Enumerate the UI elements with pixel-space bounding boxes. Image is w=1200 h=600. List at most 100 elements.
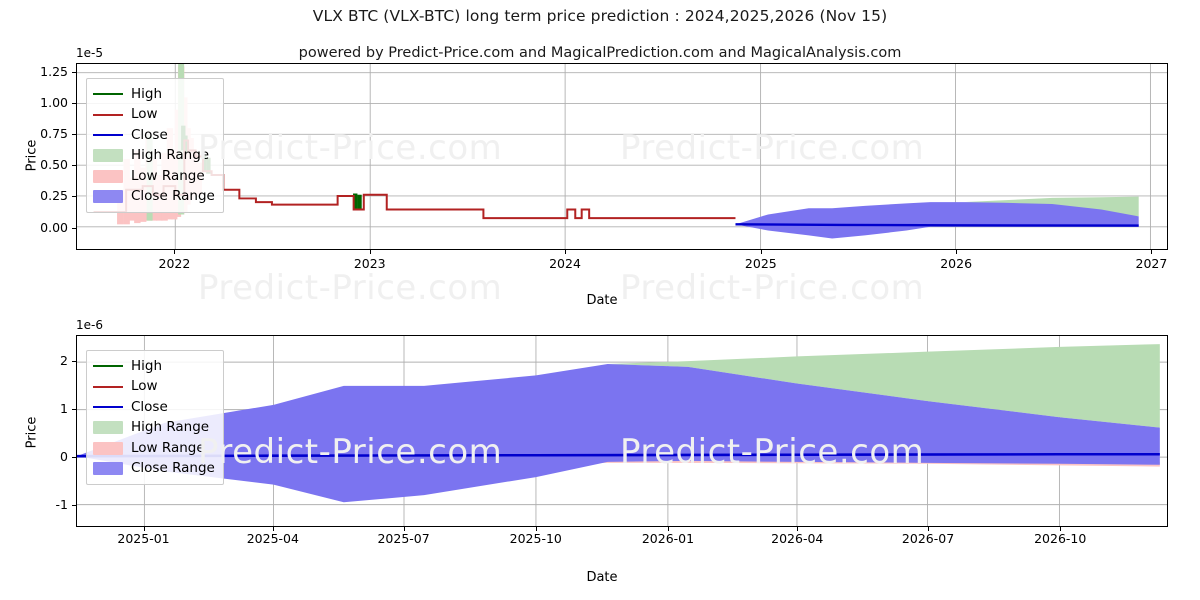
- legend-item-label: Close Range: [131, 188, 215, 204]
- y-tick-label: 0: [60, 449, 68, 465]
- x-tick-label: 2026-04: [771, 531, 824, 546]
- legend-item-high[interactable]: High: [93, 84, 215, 105]
- y-tick-mark: [72, 409, 76, 411]
- y-tick-mark: [72, 361, 76, 363]
- y-tick-mark: [72, 505, 76, 507]
- legend-line-swatch-icon: [93, 400, 123, 414]
- x-tick-label: 2025: [744, 256, 777, 271]
- legend-item-high-range[interactable]: High Range: [93, 418, 215, 439]
- legend-item-label: Low Range: [131, 439, 205, 456]
- legend-item-label: High Range: [131, 147, 210, 163]
- legend-item-label: Close: [131, 126, 168, 143]
- bottom-chart-legend[interactable]: High Low Close High Range Low Range Close Ran…: [86, 350, 224, 485]
- x-tick-label: 2025-07: [377, 531, 430, 546]
- legend-item-label: Close: [131, 398, 168, 415]
- legend-patch-swatch-icon: [93, 169, 123, 183]
- legend-item-close-range[interactable]: Close Range: [93, 459, 215, 480]
- x-tick-label: 2023: [353, 256, 386, 271]
- x-tick-label: 2026-07: [901, 531, 955, 546]
- y-tick-label: 0.00: [40, 219, 68, 235]
- y-tick-label: 0.50: [40, 157, 68, 173]
- legend-item-close[interactable]: Close: [93, 125, 215, 146]
- x-tick-mark: [143, 527, 145, 531]
- x-tick-mark: [535, 527, 537, 531]
- watermark-text: Predict-Price.com: [620, 268, 925, 308]
- x-tick-label: 2026: [940, 256, 973, 271]
- legend-patch-swatch-icon: [93, 190, 123, 204]
- legend-item-high-range[interactable]: High Range: [93, 146, 215, 167]
- legend-patch-swatch-icon: [93, 149, 123, 163]
- x-tick-mark: [272, 527, 274, 531]
- top-chart-panel: [76, 63, 1168, 250]
- legend-item-label: Low Range: [131, 167, 205, 184]
- legend-line-swatch-icon: [93, 87, 123, 101]
- legend-line-swatch-icon: [93, 108, 123, 122]
- legend-item-label: High: [131, 85, 163, 102]
- bottom-chart-panel: [76, 335, 1168, 527]
- y-tick-label: 1: [60, 401, 68, 417]
- bottom-plot-area: [76, 335, 1168, 527]
- legend-item-high[interactable]: High: [93, 356, 215, 377]
- x-tick-label: 2026-10: [1034, 531, 1087, 546]
- legend-patch-swatch-icon: [93, 421, 123, 435]
- bottom-x-axis-label: Date: [586, 570, 618, 585]
- y-tick-label: 1.25: [40, 63, 68, 79]
- legend-item-low-range[interactable]: Low Range: [93, 438, 215, 459]
- y-tick-mark: [72, 457, 76, 459]
- x-tick-mark: [956, 250, 958, 254]
- top-chart-legend[interactable]: High Low Close High Range Low Range Close Ran…: [86, 78, 224, 213]
- legend-item-low[interactable]: Low: [93, 105, 215, 126]
- x-tick-label: 2026-01: [641, 531, 695, 546]
- x-tick-mark: [797, 527, 799, 531]
- top-y-exponent: 1e-5: [76, 46, 103, 60]
- legend-item-label: Low: [131, 106, 158, 122]
- x-tick-mark: [403, 527, 405, 531]
- bottom-chart-canvas: [77, 336, 1167, 526]
- y-tick-mark: [72, 196, 76, 198]
- x-tick-mark: [565, 250, 567, 254]
- y-tick-label: 1.00: [40, 94, 68, 110]
- y-tick-mark: [72, 227, 76, 229]
- top-plot-area: [76, 63, 1168, 250]
- legend-patch-swatch-icon: [93, 441, 123, 455]
- x-tick-mark: [174, 250, 176, 254]
- watermark-text: Predict-Price.com: [198, 268, 503, 308]
- legend-item-close-range[interactable]: Close Range: [93, 187, 215, 208]
- x-tick-label: 2024: [549, 256, 581, 271]
- y-tick-label: 2: [60, 353, 68, 369]
- legend-item-label: High: [131, 357, 163, 374]
- y-tick-mark: [72, 102, 76, 104]
- legend-item-low-range[interactable]: Low Range: [93, 166, 215, 187]
- legend-item-low[interactable]: Low: [93, 377, 215, 398]
- legend-line-swatch-icon: [93, 380, 123, 394]
- top-chart-canvas: [77, 64, 1167, 249]
- legend-line-swatch-icon: [93, 128, 123, 142]
- bottom-y-exponent: 1e-6: [76, 318, 103, 332]
- page-subtitle: powered by Predict-Price.com and Magical…: [298, 45, 902, 61]
- x-tick-label: 2027: [1135, 256, 1168, 271]
- legend-line-swatch-icon: [93, 359, 123, 373]
- legend-item-label: Close Range: [131, 460, 215, 476]
- legend-patch-swatch-icon: [93, 462, 123, 476]
- x-tick-mark: [760, 250, 762, 254]
- x-tick-mark: [1151, 250, 1153, 254]
- y-tick-mark: [72, 165, 76, 167]
- x-tick-mark: [369, 250, 371, 254]
- legend-item-label: Low: [131, 378, 158, 394]
- y-tick-label: -1: [55, 497, 68, 513]
- legend-item-close[interactable]: Close: [93, 397, 215, 418]
- x-tick-mark: [667, 527, 669, 531]
- page-title: VLX BTC (VLX-BTC) long term price predic…: [312, 7, 888, 25]
- top-x-axis-label: Date: [586, 293, 618, 308]
- y-tick-mark: [72, 71, 76, 73]
- y-tick-mark: [72, 134, 76, 136]
- y-tick-label: 0.25: [40, 188, 68, 204]
- legend-item-label: High Range: [131, 419, 210, 435]
- x-tick-mark: [928, 527, 930, 531]
- x-tick-mark: [1060, 527, 1062, 531]
- x-tick-label: 2022: [158, 256, 191, 271]
- x-tick-label: 2025-10: [509, 531, 562, 546]
- x-tick-label: 2025-04: [246, 531, 299, 546]
- x-tick-label: 2025-01: [117, 531, 170, 546]
